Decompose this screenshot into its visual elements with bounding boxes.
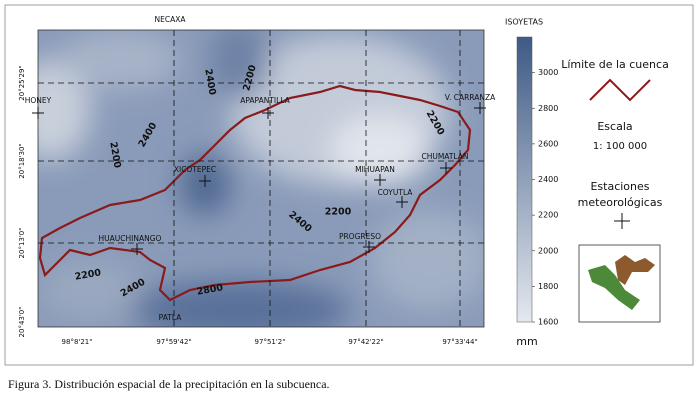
station-label: HONEY: [25, 96, 52, 105]
boundary-icon: [589, 78, 651, 102]
colorbar: [516, 36, 533, 323]
contour-label: 2200: [74, 267, 102, 282]
lon-label: 97°42'22": [348, 338, 383, 346]
colorbar-tick-label: 2200: [538, 211, 558, 220]
legend-stations: Estaciones: [590, 180, 649, 193]
colorbar-title: ISOYETAS: [505, 18, 543, 27]
station-marker: [396, 196, 408, 208]
station-marker: [262, 107, 274, 119]
frame: [4, 4, 694, 366]
lon-label: 97°59'42": [156, 338, 191, 346]
legend-stations: meteorológicas: [578, 196, 663, 209]
lon-label: 98°8'21": [62, 338, 93, 346]
station-label: NECAXA: [155, 15, 187, 24]
colorbar-unit: mm: [516, 335, 537, 348]
station-label: XICOTEPEC: [174, 165, 216, 174]
inset-region: [615, 255, 655, 285]
station-label: HUAUCHINANGO: [99, 234, 162, 243]
station-label: COYUTLA: [378, 188, 414, 197]
station-label: V. CARRANZA: [445, 93, 496, 102]
colorbar-tick-label: 2600: [538, 139, 558, 148]
inset-country: [588, 265, 640, 310]
colorbar-tick-label: 1800: [538, 282, 558, 291]
station-icon: [614, 213, 630, 229]
station-label: CHUMATLAN: [421, 152, 468, 161]
lat-label: 20°25'29": [18, 65, 26, 100]
colorbar-tick-label: 2400: [538, 175, 558, 184]
station-marker: [374, 174, 386, 186]
map-border: [37, 29, 485, 328]
station-marker: [363, 241, 375, 253]
lon-label: 97°51'2": [255, 338, 286, 346]
basin-boundary: [38, 84, 472, 302]
lon-label: 97°33'44": [442, 338, 477, 346]
contour-label: 2800: [196, 282, 224, 297]
station-marker: [131, 243, 143, 255]
station-marker: [474, 102, 486, 114]
colorbar-tick-label: 3000: [538, 68, 558, 77]
legend-scale-title: Escala: [597, 120, 632, 133]
lat-label: 20°43'0": [18, 307, 26, 338]
contour-label: 2200: [325, 207, 352, 218]
lat-label: 20°13'0": [18, 228, 26, 259]
station-label: MIHUAPAN: [355, 165, 395, 174]
caption: Figura 3. Distribución espacial de la pr…: [8, 377, 330, 391]
legend-boundary: Límite de la cuenca: [561, 58, 669, 71]
lat-label: 20°18'30": [18, 143, 26, 178]
colorbar-tick-label: 1600: [538, 318, 558, 327]
station-label: PROGRESO: [339, 232, 381, 241]
station-marker: [199, 175, 211, 187]
contour-label: 2200: [107, 141, 122, 169]
legend-scale: 1: 100 000: [593, 141, 647, 152]
colorbar-tick-label: 2800: [538, 104, 558, 113]
station-marker: [32, 107, 44, 119]
station-marker: [440, 162, 452, 174]
station-label: APAPANTILLA: [240, 96, 290, 105]
colorbar-tick-label: 2000: [538, 246, 558, 255]
station-label: PATLA: [159, 313, 183, 322]
contour-label: 2400: [202, 68, 217, 96]
